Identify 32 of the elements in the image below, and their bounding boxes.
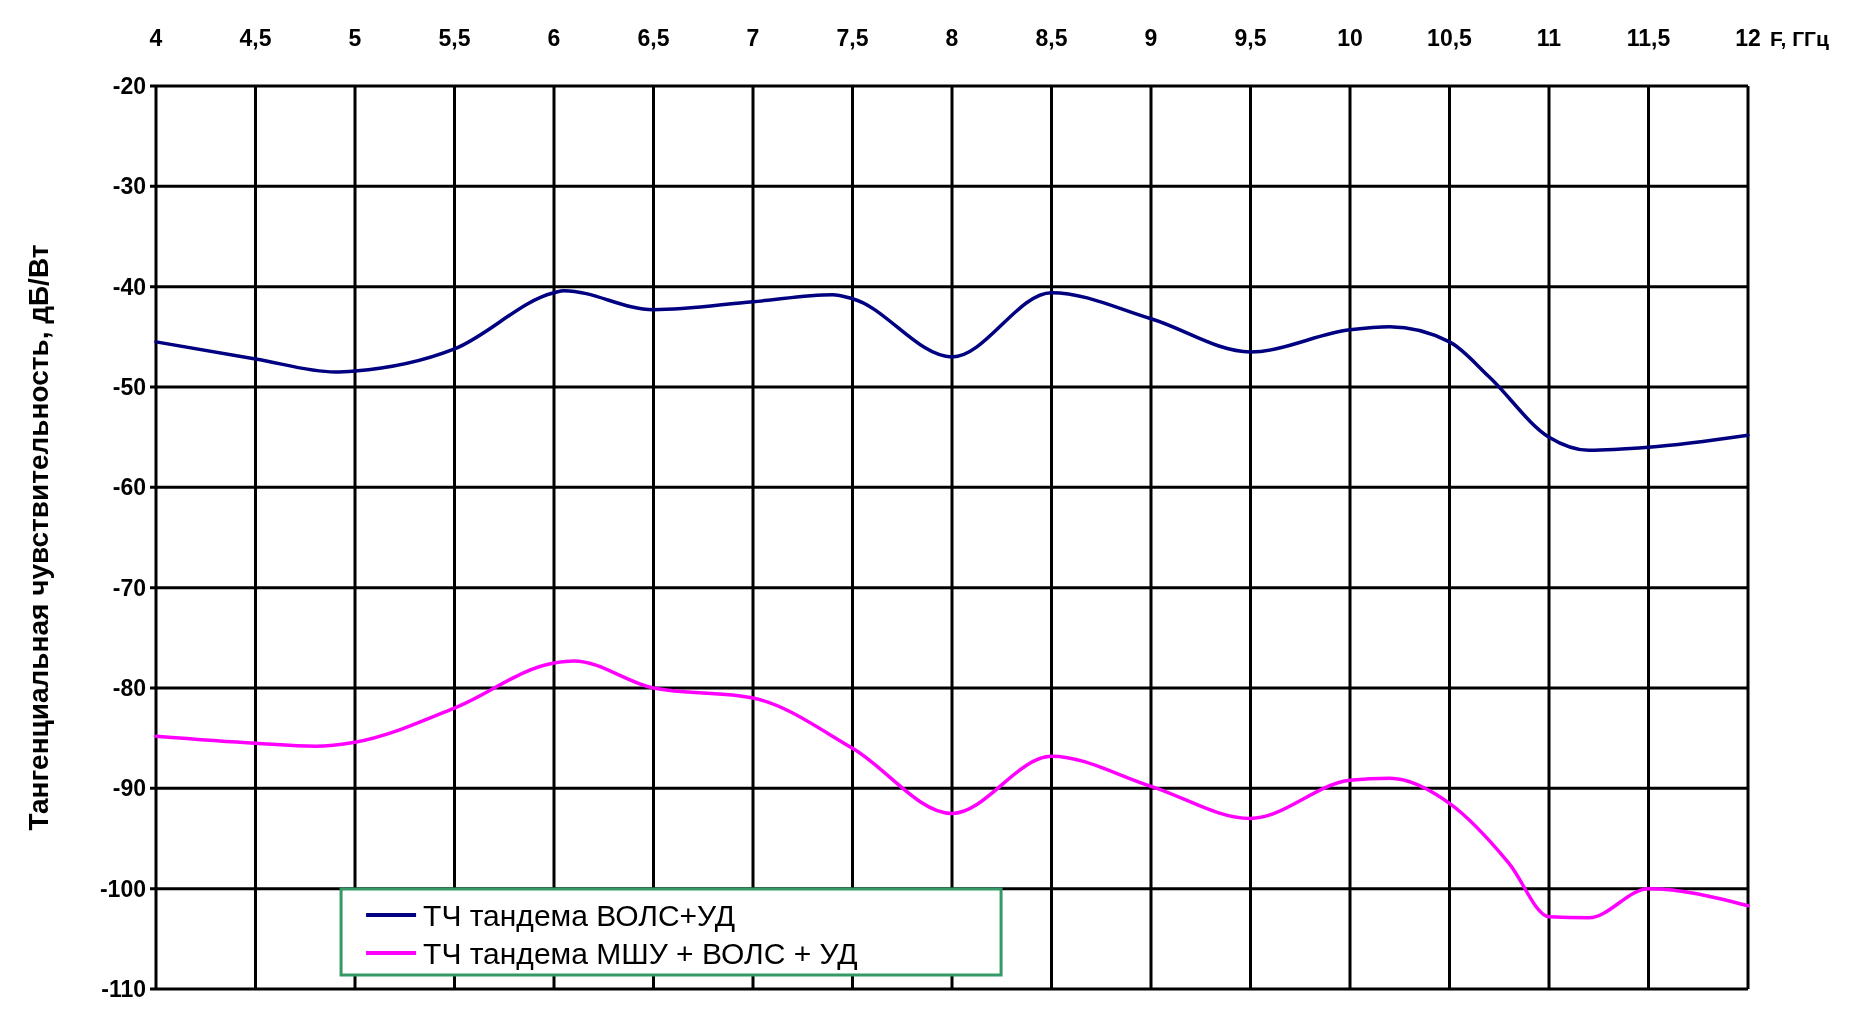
x-tick-label: 11 (1536, 25, 1562, 51)
x-tick-label: 8 (945, 25, 959, 51)
y-axis-title: Тангенциальная чувствительность, дБ/Вт (23, 244, 54, 831)
y-tick-label: -50 (112, 374, 146, 401)
y-tick-label: -40 (112, 273, 146, 300)
x-tick-label: 12 (1735, 25, 1761, 51)
x-tick-label: 9,5 (1234, 25, 1267, 51)
x-tick-label: 7,5 (836, 25, 869, 51)
x-tick-label: 8,5 (1035, 25, 1068, 51)
x-axis-title: F, ГГц (1770, 27, 1829, 50)
line-series (154, 288, 1750, 452)
x-tick-label: 9 (1144, 25, 1158, 51)
y-tick-label: -20 (112, 73, 146, 100)
x-tick-label: 5,5 (438, 25, 471, 51)
x-tick-label: 4 (149, 25, 163, 51)
x-tick-label: 10 (1337, 25, 1363, 51)
y-tick-label: -70 (112, 574, 146, 601)
y-tick-label: -110 (101, 976, 146, 1003)
y-tick-label: -90 (112, 775, 146, 802)
x-tick-label: 10,5 (1427, 25, 1473, 51)
x-tick-label: 4,5 (239, 25, 272, 51)
y-tick-label: -100 (99, 875, 146, 902)
legend-label: ТЧ тандема МШУ + ВОЛС + УД (423, 936, 858, 970)
legend-label: ТЧ тандема ВОЛС+УД (423, 898, 736, 932)
y-tick-label: -80 (112, 675, 146, 702)
y-tick-label: -60 (112, 474, 146, 501)
x-tick-label: 11,5 (1626, 25, 1671, 51)
x-tick-label: 5 (348, 25, 362, 51)
x-tick-label: 6 (547, 25, 561, 51)
x-tick-label: 6,5 (637, 25, 670, 51)
y-tick-label: -30 (112, 173, 146, 200)
x-tick-label: 7 (746, 25, 760, 51)
